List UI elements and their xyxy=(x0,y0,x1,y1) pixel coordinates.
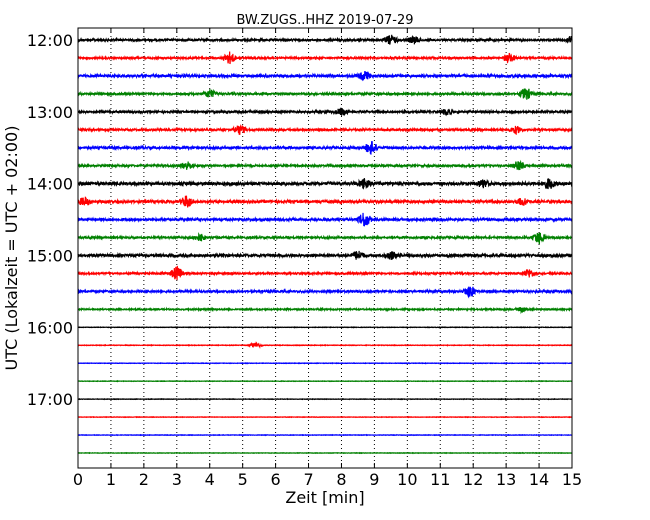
x-tick-label: 5 xyxy=(238,470,248,489)
seismogram-trace xyxy=(77,51,573,65)
seismogram-trace xyxy=(77,341,573,350)
x-tick-label: 7 xyxy=(303,470,313,489)
x-tick-label: 3 xyxy=(172,470,182,489)
seismogram-trace xyxy=(77,232,573,245)
y-tick-label: 12:00 xyxy=(27,31,73,50)
x-tick-label: 1 xyxy=(106,470,116,489)
seismogram-trace xyxy=(77,34,573,45)
y-axis-label: UTC (Lokalzeit = UTC + 02:00) xyxy=(2,126,21,371)
x-tick-label: 4 xyxy=(205,470,215,489)
x-tick-label: 6 xyxy=(271,470,281,489)
x-axis-ticks: 0 1 2 3 4 5 6 7 8 9 10 11 12 13 14 15 xyxy=(73,28,582,489)
x-tick-label: 0 xyxy=(73,470,83,489)
x-tick-label: 9 xyxy=(369,470,379,489)
chart-title: BW.ZUGS..HHZ 2019-07-29 xyxy=(236,13,413,28)
x-tick-label: 11 xyxy=(430,470,450,489)
y-axis-ticks: 12:00 13:00 14:00 15:00 16:00 17:00 xyxy=(27,31,83,409)
seismogram-traces xyxy=(77,34,573,455)
seismogram-trace xyxy=(77,265,573,281)
grid-lines xyxy=(110,28,540,468)
seismogram-trace xyxy=(77,88,573,100)
x-tick-label: 8 xyxy=(336,470,346,489)
seismogram-trace xyxy=(77,195,573,208)
y-tick-label: 17:00 xyxy=(27,390,73,409)
seismogram-trace xyxy=(77,306,573,315)
seismogram-trace xyxy=(77,70,573,82)
seismogram-trace xyxy=(77,178,573,190)
seismogram-trace xyxy=(77,124,573,135)
y-tick-label: 13:00 xyxy=(27,103,73,122)
x-tick-label: 12 xyxy=(463,470,483,489)
seismogram-trace xyxy=(77,159,573,171)
x-tick-label: 14 xyxy=(529,470,549,489)
y-tick-label: 16:00 xyxy=(27,318,73,337)
seismogram-trace xyxy=(77,107,573,117)
x-axis-label: Zeit [min] xyxy=(285,488,364,507)
x-tick-label: 2 xyxy=(139,470,149,489)
seismogram-trace xyxy=(77,250,573,260)
seismogram-trace xyxy=(77,212,573,227)
seismogram-trace xyxy=(77,286,573,299)
seismogram-trace xyxy=(77,141,573,155)
plot-frame xyxy=(77,27,573,469)
x-tick-label: 10 xyxy=(397,470,417,489)
y-tick-label: 15:00 xyxy=(27,246,73,265)
y-tick-label: 14:00 xyxy=(27,175,73,194)
x-tick-label: 13 xyxy=(496,470,516,489)
x-tick-label: 15 xyxy=(562,470,582,489)
